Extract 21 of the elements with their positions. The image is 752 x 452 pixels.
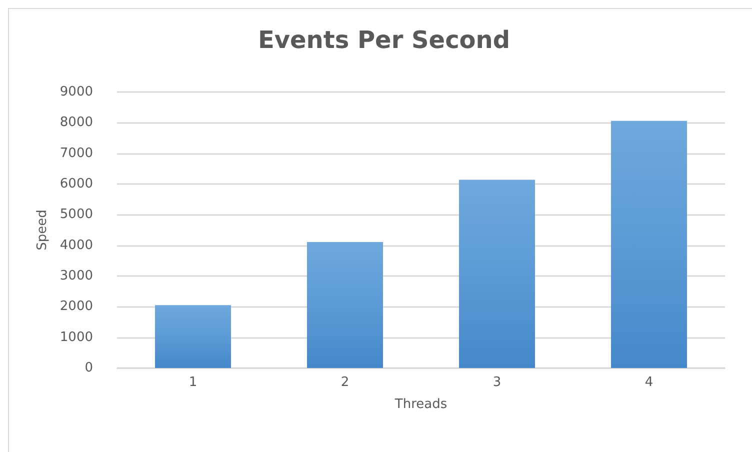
y-tick-label: 4000 — [60, 238, 93, 253]
chart-title: Events Per Second — [258, 26, 510, 54]
y-tick-label: 9000 — [60, 84, 93, 100]
bar — [307, 242, 383, 368]
y-tick-label: 6000 — [60, 176, 93, 192]
y-tick-label: 7000 — [60, 146, 93, 161]
bar — [611, 120, 687, 368]
x-tick-label: 2 — [340, 375, 350, 390]
x-axis-title: Threads — [394, 397, 448, 412]
x-tick-label: 1 — [188, 375, 198, 390]
bar — [459, 180, 535, 368]
bar — [155, 305, 231, 368]
y-tick-label: 5000 — [60, 207, 93, 222]
y-tick-label: 2000 — [60, 299, 93, 314]
y-tick-label: 3000 — [60, 268, 93, 284]
x-tick-label: 3 — [492, 375, 502, 390]
y-axis-title: Speed — [35, 210, 50, 250]
y-tick-label: 1000 — [60, 330, 93, 345]
y-tick-label: 0 — [84, 360, 93, 376]
y-tick-label: 8000 — [60, 115, 93, 130]
x-tick-label: 4 — [644, 375, 654, 390]
